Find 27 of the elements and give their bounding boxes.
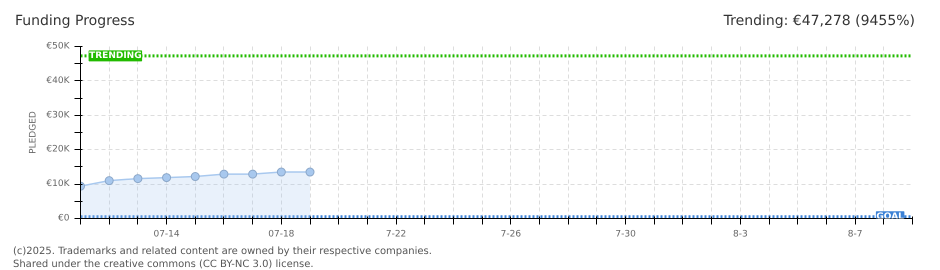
x-tick-label: 8-3 [733,230,748,240]
point [133,174,142,184]
y-axis-title: PLEDGED [28,111,38,154]
y-tick-label: €40K [46,76,71,86]
point [306,168,315,177]
text: Trending: €47,278 (9455%) [724,12,915,31]
y-tick-label: €30K [46,110,71,120]
point [190,172,200,182]
y-tick-label: €0 [58,214,70,224]
y-tick-label: €20K [46,144,71,155]
x-tick-label: 7-30 [615,230,636,240]
point [162,173,172,182]
chart-title: Funding Progress [15,12,135,31]
point [104,176,114,186]
x-tick-label: 8-7 [848,230,862,240]
text: (c)2025. Trademarks and related content are owned by their respective companies. [13,246,432,257]
point [248,170,258,179]
ref-line-label: TRENDING [89,50,142,61]
y-tick-label: €50K [46,42,71,52]
y-tick-label: €10K [46,179,71,190]
text: Shared under the creative commons (CC BY-NC 3.0) license. [13,259,314,270]
x-tick-label: 07-14 [153,230,180,240]
point [219,170,228,179]
x-tick-label: 7-26 [500,230,522,240]
x-tick-label: 7-22 [386,230,406,240]
point [276,168,286,177]
x-tick-label: 07-18 [268,230,295,240]
